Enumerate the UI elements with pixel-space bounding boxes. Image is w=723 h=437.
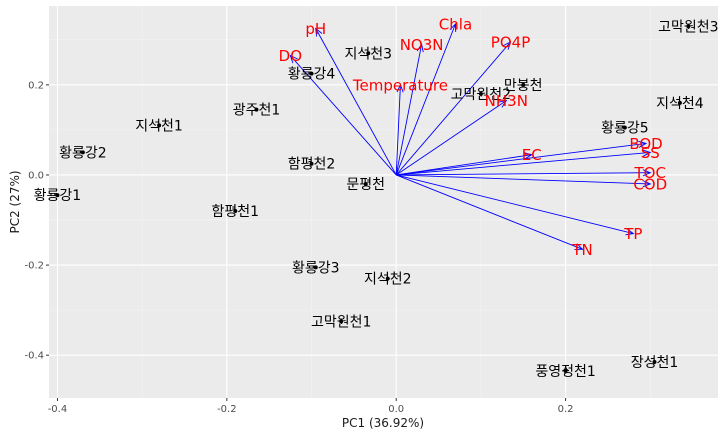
- plot-panel: [49, 6, 718, 398]
- site-point: [563, 368, 568, 373]
- arrow-head-ec: [523, 152, 533, 160]
- site-point: [233, 209, 238, 214]
- y-tick-label: -0.4: [24, 351, 44, 362]
- site-label: 함평천1: [212, 204, 260, 220]
- arrow-head-tn: [574, 243, 584, 250]
- variable-label-tn: TN: [571, 241, 592, 259]
- arrow-head-toc: [642, 169, 652, 177]
- arrow-head-ph: [315, 27, 323, 37]
- site-point: [677, 100, 682, 105]
- variable-label-po4p: PO4P: [491, 34, 530, 52]
- arrow-head-bod: [638, 140, 648, 148]
- site-points: [55, 24, 691, 373]
- arrow-head-do: [289, 54, 298, 64]
- x-axis-title: PC1 (36.92%): [342, 416, 424, 430]
- site-point: [478, 91, 483, 96]
- loading-arrow-bod: [396, 142, 647, 176]
- site-label: 지석천4: [656, 96, 704, 112]
- loading-arrow-ph: [315, 28, 397, 176]
- site-point: [385, 276, 390, 281]
- loading-arrow-ss: [396, 151, 651, 176]
- site-point: [309, 161, 314, 166]
- loading-arrow-ec: [396, 154, 532, 176]
- loading-arrow-nh3n: [395, 100, 507, 176]
- site-label: 함평천2: [288, 157, 336, 173]
- loading-arrows: [289, 22, 652, 250]
- variable-label-nh3n: NH3N: [485, 92, 528, 110]
- y-tick-label: 0.2: [28, 80, 44, 91]
- variable-label-cod: COD: [633, 175, 667, 193]
- variable-label-do: DO: [279, 47, 302, 65]
- arrow-head-po4p: [503, 41, 512, 50]
- site-point: [652, 359, 657, 364]
- arrow-head-no3n: [416, 43, 424, 53]
- site-label: 광주천1: [233, 103, 281, 119]
- x-tick-label: 0.2: [558, 404, 574, 415]
- x-tick-label: -0.2: [217, 404, 237, 415]
- arrow-head-ss: [642, 149, 652, 157]
- site-point: [339, 319, 344, 324]
- site-point: [157, 123, 162, 128]
- variable-label-temperature: Temperature: [352, 76, 448, 94]
- loading-arrow-tp: [396, 174, 634, 234]
- site-point: [686, 24, 691, 29]
- site-label: 황룡강1: [34, 188, 82, 204]
- y-axis-title: PC2 (27%): [8, 170, 22, 233]
- variable-label-chla: Chla: [439, 16, 472, 34]
- variable-label-toc: TOC: [634, 164, 666, 182]
- site-label: 고막원천2: [451, 87, 511, 103]
- site-label: 지석천1: [135, 118, 183, 134]
- loading-arrow-toc: [396, 172, 651, 176]
- variable-label-ss: SS: [641, 144, 660, 162]
- site-label: 지석천3: [344, 46, 392, 62]
- arrow-head-nh3n: [498, 99, 508, 108]
- x-tick-label: 0.0: [388, 404, 404, 415]
- grid-lines: [49, 6, 718, 398]
- site-point: [366, 51, 371, 56]
- site-point: [254, 107, 259, 112]
- y-tick-label: 0.0: [28, 170, 44, 181]
- y-tick-label: -0.2: [24, 261, 44, 272]
- site-point: [313, 265, 318, 270]
- x-tick-label: -0.4: [48, 404, 68, 415]
- site-point: [622, 125, 627, 130]
- variable-label-ec: EC: [522, 146, 542, 164]
- site-label: 만봉천: [504, 78, 543, 94]
- variable-label-no3n: NO3N: [400, 36, 444, 54]
- loading-arrow-temperature: [395, 84, 401, 175]
- arrow-head-temperature: [396, 83, 404, 93]
- tick-labels: -0.4 -0.2 0.0 0.2 -0.4 -0.2 0.0 0.2: [24, 80, 573, 415]
- loading-arrow-cod: [396, 174, 651, 185]
- variable-label-ph: pH: [305, 20, 326, 38]
- site-point: [309, 71, 314, 76]
- site-label: 지석천2: [364, 272, 412, 288]
- site-label: 고막원천1: [311, 314, 371, 330]
- site-point: [55, 193, 60, 198]
- loading-arrow-do: [290, 55, 397, 176]
- arrow-head-tp: [625, 228, 635, 236]
- site-label: 문평천: [346, 177, 385, 193]
- site-label: 고막원천3: [658, 19, 718, 35]
- site-point: [363, 181, 368, 186]
- loading-arrow-tn: [396, 174, 583, 250]
- site-point: [521, 82, 526, 87]
- arrow-head-cod: [642, 180, 652, 188]
- loading-arrow-chla: [395, 23, 456, 176]
- loading-arrow-po4p: [395, 41, 511, 176]
- site-point: [80, 150, 85, 155]
- arrow-head-chla: [449, 22, 457, 33]
- site-label: 황룡강5: [601, 121, 649, 137]
- variable-label-bod: BOD: [629, 135, 662, 153]
- site-label: 황룡강3: [292, 260, 340, 276]
- site-label: 장성천1: [631, 355, 679, 371]
- variable-label-tp: TP: [623, 225, 642, 243]
- site-label: 풍영정천1: [535, 364, 595, 380]
- site-label: 황룡강4: [288, 67, 336, 83]
- loading-arrow-no3n: [395, 44, 423, 176]
- site-label: 황룡강2: [59, 145, 107, 161]
